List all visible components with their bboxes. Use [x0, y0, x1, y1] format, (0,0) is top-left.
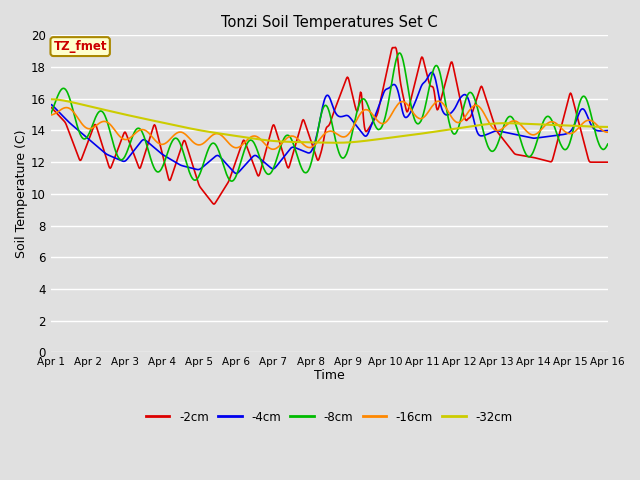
-2cm	[47, 104, 54, 110]
-32cm	[331, 140, 339, 145]
-4cm	[57, 111, 65, 117]
-4cm	[200, 163, 208, 169]
-32cm	[114, 110, 122, 116]
-2cm	[200, 189, 208, 195]
-8cm	[415, 121, 422, 127]
-16cm	[414, 115, 422, 120]
-2cm	[114, 146, 122, 152]
Line: -16cm: -16cm	[51, 101, 608, 149]
-4cm	[47, 102, 54, 108]
-16cm	[57, 107, 65, 113]
-32cm	[47, 96, 54, 102]
-2cm	[399, 90, 406, 96]
Line: -32cm: -32cm	[51, 99, 608, 143]
-2cm	[415, 65, 422, 71]
-16cm	[114, 132, 122, 137]
-8cm	[228, 178, 236, 184]
-8cm	[114, 154, 122, 160]
-4cm	[398, 105, 406, 110]
-32cm	[414, 131, 422, 137]
-8cm	[604, 141, 612, 147]
-8cm	[399, 55, 406, 61]
-2cm	[57, 115, 65, 120]
-8cm	[396, 50, 403, 56]
-8cm	[200, 159, 208, 165]
Line: -2cm: -2cm	[51, 48, 608, 204]
-16cm	[398, 99, 406, 105]
-4cm	[428, 70, 436, 75]
-16cm	[200, 140, 208, 146]
-16cm	[47, 112, 54, 118]
-32cm	[398, 133, 406, 139]
-16cm	[269, 146, 277, 152]
-32cm	[171, 122, 179, 128]
-2cm	[171, 165, 179, 170]
-4cm	[414, 93, 422, 98]
-4cm	[114, 156, 122, 162]
X-axis label: Time: Time	[314, 369, 344, 382]
Title: Tonzi Soil Temperatures Set C: Tonzi Soil Temperatures Set C	[221, 15, 438, 30]
-32cm	[604, 124, 612, 130]
-8cm	[171, 135, 179, 141]
-2cm	[211, 201, 218, 207]
-4cm	[233, 170, 241, 176]
Line: -4cm: -4cm	[51, 72, 608, 173]
-32cm	[57, 97, 65, 103]
-32cm	[200, 128, 208, 134]
Y-axis label: Soil Temperature (C): Soil Temperature (C)	[15, 130, 28, 258]
-2cm	[604, 159, 612, 165]
-8cm	[47, 111, 54, 117]
Text: TZ_fmet: TZ_fmet	[53, 40, 107, 53]
-4cm	[604, 128, 612, 133]
-2cm	[392, 45, 399, 50]
Legend: -2cm, -4cm, -8cm, -16cm, -32cm: -2cm, -4cm, -8cm, -16cm, -32cm	[141, 406, 517, 428]
-8cm	[57, 87, 65, 93]
-16cm	[171, 132, 179, 138]
-16cm	[604, 129, 612, 135]
-16cm	[435, 98, 443, 104]
Line: -8cm: -8cm	[51, 53, 608, 181]
-4cm	[171, 159, 179, 165]
